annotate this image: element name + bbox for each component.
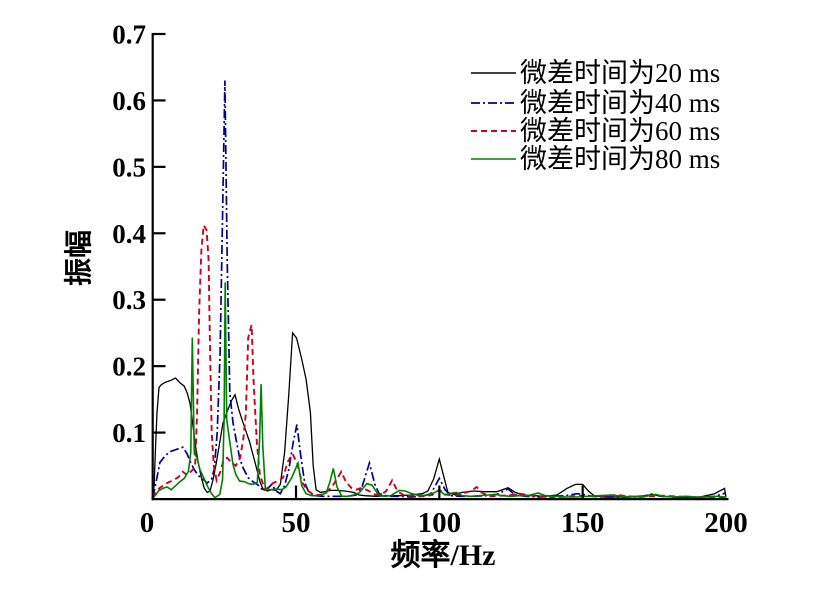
x-tick-label: 100 (418, 507, 462, 539)
legend-label-60ms: 微差时间为60 ms (520, 116, 720, 146)
legend-label-80ms: 微差时间为80 ms (520, 144, 720, 174)
series-layer (151, 80, 727, 499)
y-tick-label: 0.7 (112, 20, 146, 50)
x-tick-label: 50 (282, 507, 311, 539)
y-tick-label: 0.5 (112, 152, 146, 182)
series-line-0 (152, 331, 727, 499)
y-tick-label: 0.2 (112, 352, 146, 382)
x-tick-label: 200 (704, 507, 748, 539)
y-tick-label: 0.6 (112, 86, 146, 116)
legend: 微差时间为20 ms 微差时间为40 ms 微差时间为60 ms 微差时间为80… (471, 58, 720, 174)
ticks-layer: 0.1 0.2 0.3 0.4 0.5 0.6 0.7 0 50 100 150 200 (112, 20, 748, 540)
legend-label-20ms: 微差时间为20 ms (520, 58, 720, 88)
y-tick-label: 0.4 (112, 219, 146, 249)
y-tick-label: 0.3 (112, 285, 146, 315)
x-axis-title: 频率/Hz (391, 539, 496, 572)
legend-label-40ms: 微差时间为40 ms (520, 88, 720, 118)
x-tick-label: 0 (140, 507, 155, 539)
series-line-2 (151, 222, 726, 499)
x-tick-label: 150 (561, 507, 605, 539)
y-tick-label: 0.1 (112, 418, 146, 448)
y-axis-title: 振幅 (63, 230, 95, 286)
series-line-3 (152, 282, 727, 499)
